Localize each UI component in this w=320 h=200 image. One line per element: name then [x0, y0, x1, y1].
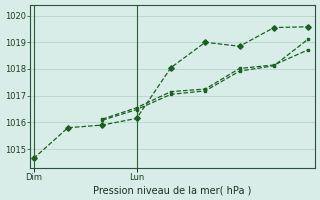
X-axis label: Pression niveau de la mer( hPa ): Pression niveau de la mer( hPa ): [93, 185, 252, 195]
